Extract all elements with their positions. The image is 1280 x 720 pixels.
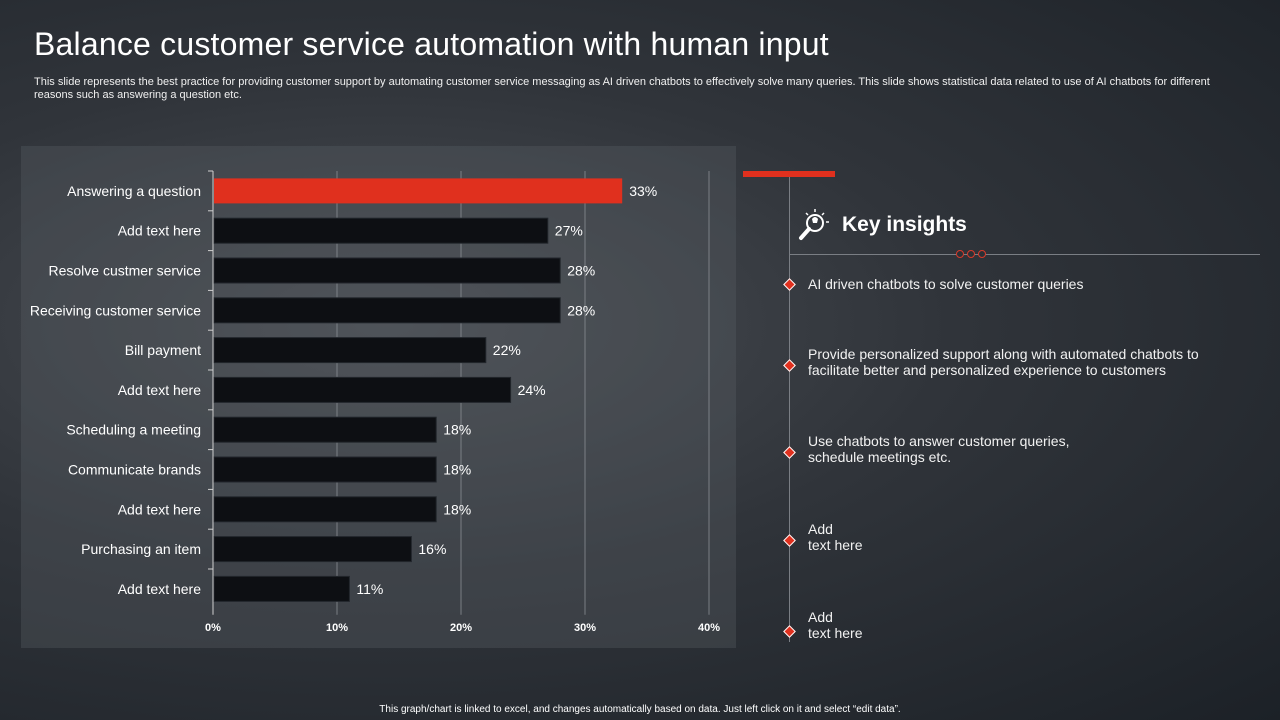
data-label: 18% xyxy=(443,462,471,478)
data-label: 28% xyxy=(567,263,595,279)
category-label: Add text here xyxy=(118,501,201,517)
bar xyxy=(213,376,512,403)
bullet-diamond-icon xyxy=(783,278,796,291)
bar xyxy=(213,257,561,284)
page-subtitle: This slide represents the best practice … xyxy=(34,76,1210,101)
accent-bar xyxy=(743,171,835,177)
page-title: Balance customer service automation with… xyxy=(34,26,829,62)
bar xyxy=(213,575,350,602)
x-tick-label: 30% xyxy=(574,622,596,634)
category-label: Bill payment xyxy=(125,342,201,358)
x-tick-label: 0% xyxy=(205,622,221,634)
data-label: 33% xyxy=(629,183,657,199)
footer-note: This graph/chart is linked to excel, and… xyxy=(379,704,901,715)
bar xyxy=(214,178,623,204)
divider-dots xyxy=(956,250,986,258)
bar-chart: 0% 10% 20% 30% 40% Answering a question 33% Add… xyxy=(30,170,720,634)
data-label: 16% xyxy=(418,541,446,557)
insight-item: Add text here xyxy=(808,609,863,641)
bullet-diamond-icon xyxy=(783,446,796,459)
bullet-diamond-icon xyxy=(783,359,796,372)
data-label: 11% xyxy=(356,581,383,597)
bullet-diamond-icon xyxy=(783,625,796,638)
category-label: Scheduling a meeting xyxy=(66,422,201,438)
bar xyxy=(213,496,437,523)
insight-item: AI driven chatbots to solve customer que… xyxy=(808,276,1084,292)
bar xyxy=(213,536,412,563)
data-label: 18% xyxy=(443,501,471,517)
bar xyxy=(213,456,437,483)
category-label: Add text here xyxy=(118,382,201,398)
bar xyxy=(213,217,549,244)
timeline-line xyxy=(789,177,790,642)
divider xyxy=(789,254,1260,255)
category-label: Purchasing an item xyxy=(81,541,201,557)
category-label: Communicate brands xyxy=(68,462,201,478)
data-label: 27% xyxy=(555,223,583,239)
lightbulb-magnifier-icon xyxy=(799,209,829,240)
category-label: Resolve custmer service xyxy=(49,263,202,279)
bar xyxy=(213,337,487,364)
x-tick-label: 20% xyxy=(450,622,472,634)
data-label: 18% xyxy=(443,422,471,438)
bullet-diamond-icon xyxy=(783,534,796,547)
data-label: 24% xyxy=(518,382,546,398)
insight-item: Provide personalized support along with … xyxy=(808,346,1199,378)
x-tick-label: 10% xyxy=(326,622,348,634)
key-insights-title: Key insights xyxy=(842,213,967,236)
category-label: Receiving customer service xyxy=(30,302,201,318)
insight-item: Add text here xyxy=(808,521,863,553)
insight-item: Use chatbots to answer customer queries,… xyxy=(808,433,1070,465)
category-label: Add text here xyxy=(118,581,201,597)
category-label: Add text here xyxy=(118,223,201,239)
data-label: 28% xyxy=(567,302,595,318)
bar xyxy=(213,297,561,324)
data-label: 22% xyxy=(493,342,521,358)
bar xyxy=(213,416,437,443)
category-label: Answering a question xyxy=(67,183,201,199)
x-tick-label: 40% xyxy=(698,622,720,634)
